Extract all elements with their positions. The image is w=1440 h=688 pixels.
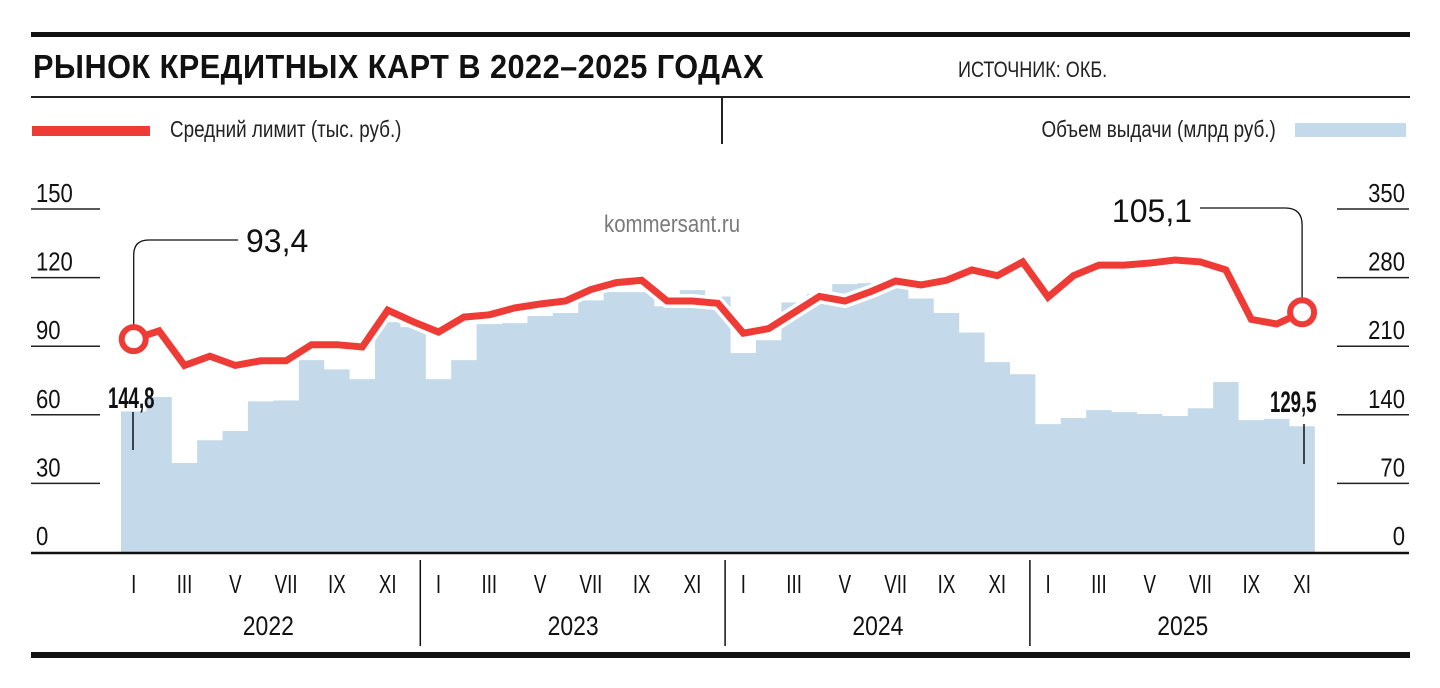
month-label: I: [436, 569, 441, 599]
month-label: V: [229, 569, 241, 599]
header-divider: [31, 96, 1410, 98]
legend-line-swatch: [32, 126, 150, 136]
left-tick-label: 90: [36, 317, 61, 346]
bottom-rule: [31, 652, 1410, 658]
legend-bar-label: Объем выдачи (млрд руб.): [1041, 116, 1276, 142]
bar-series: [121, 283, 1315, 552]
right-tick-label: 210: [1368, 317, 1405, 346]
right-tick-label: 280: [1368, 248, 1405, 277]
month-label: VII: [1189, 569, 1212, 599]
watermark: kommersant.ru: [604, 211, 741, 238]
month-label: I: [131, 569, 136, 599]
month-label: V: [839, 569, 851, 599]
legend-line-label: Средний лимит (тыс. руб.): [170, 116, 402, 142]
month-label: III: [1091, 569, 1107, 599]
bar-area: [121, 283, 1315, 552]
chart-source: ИСТОЧНИК: ОКБ.: [958, 57, 1108, 82]
line-start-value: 93,4: [246, 223, 308, 259]
top-rule: [31, 32, 1410, 37]
left-tick-label: 150: [36, 179, 73, 208]
legend-separator: [721, 98, 723, 144]
month-label: VII: [579, 569, 602, 599]
right-tick-label: 0: [1393, 522, 1405, 551]
chart-title: РЫНОК КРЕДИТНЫХ КАРТ В 2022–2025 ГОДАХ: [33, 48, 765, 85]
month-label: III: [482, 569, 498, 599]
month-label: XI: [684, 569, 702, 599]
month-label: V: [1143, 569, 1155, 599]
month-label: IX: [1242, 569, 1260, 599]
month-label: V: [534, 569, 546, 599]
legend-bar-swatch: [1295, 123, 1406, 137]
year-label: 2023: [548, 611, 599, 641]
month-label: I: [1045, 569, 1050, 599]
left-tick-label: 30: [36, 454, 61, 483]
bar-start-value: 144,8: [108, 382, 155, 416]
start-marker: [118, 324, 149, 355]
month-label: III: [177, 569, 193, 599]
month-label: IX: [633, 569, 651, 599]
month-label: XI: [988, 569, 1006, 599]
month-label: XI: [379, 569, 397, 599]
month-label: VII: [884, 569, 907, 599]
right-tick-label: 140: [1368, 385, 1405, 414]
year-label: 2024: [852, 611, 903, 641]
left-tick-label: 0: [36, 522, 48, 551]
left-axis: 0 30 60 90 120 150: [31, 179, 100, 551]
right-tick-label: 350: [1368, 179, 1405, 208]
month-label: III: [786, 569, 802, 599]
month-label: I: [741, 569, 746, 599]
year-label: 2025: [1157, 611, 1208, 641]
month-label: IX: [938, 569, 956, 599]
line-end-value: 105,1: [1112, 193, 1192, 229]
average-limit-line: [132, 256, 1304, 370]
line-series: [131, 252, 1306, 374]
annotations: 93,4 105,1 144,8 129,5: [108, 193, 1318, 464]
end-marker: [1287, 297, 1318, 328]
month-label: VII: [275, 569, 298, 599]
left-tick-label: 60: [36, 385, 61, 414]
left-tick-label: 120: [36, 248, 73, 277]
year-label: 2022: [243, 611, 294, 641]
month-label: XI: [1293, 569, 1311, 599]
month-label: IX: [328, 569, 346, 599]
right-axis: 0 70 140 210 280 350: [1337, 179, 1409, 551]
right-tick-label: 70: [1380, 454, 1405, 483]
bar-end-value: 129,5: [1270, 386, 1317, 420]
